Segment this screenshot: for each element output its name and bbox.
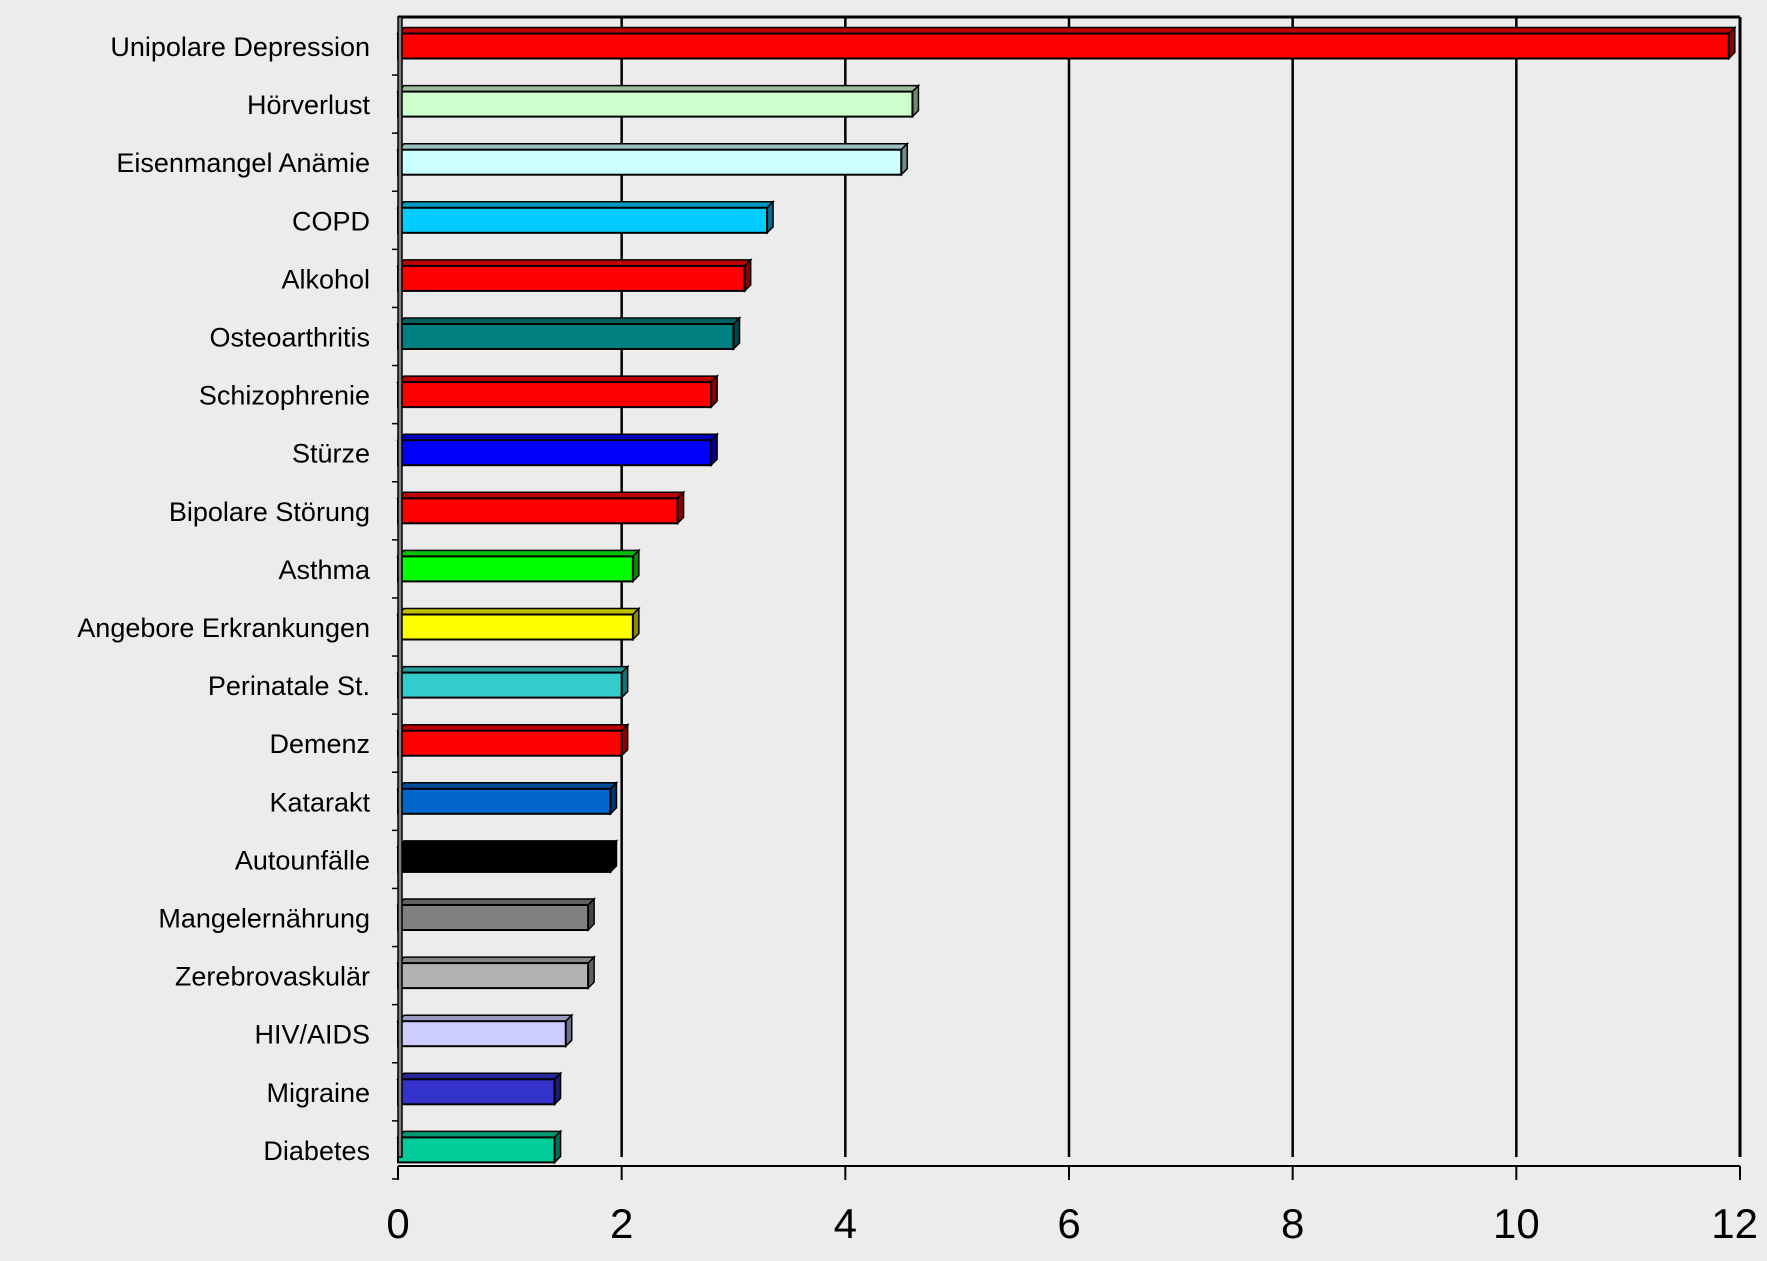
bar-12 — [396, 722, 630, 758]
category-label: Angebore Erkrankungen — [77, 613, 370, 643]
bar-11 — [396, 664, 630, 700]
category-label: Migraine — [266, 1078, 370, 1108]
x-tick-label: 10 — [1493, 1200, 1540, 1247]
x-tick-label: 0 — [386, 1200, 409, 1247]
bar-4 — [396, 258, 753, 293]
y-axis-wall — [397, 16, 403, 1158]
bar-10 — [396, 606, 641, 642]
bar-5 — [396, 316, 742, 351]
bar-3 — [396, 199, 775, 235]
bar-front-face — [397, 1078, 556, 1106]
category-label: Bipolare Störung — [169, 497, 370, 527]
bar-front-face — [397, 729, 623, 757]
bar-front-face — [397, 845, 612, 873]
bar-front-face — [397, 613, 634, 641]
bar-front-face — [397, 962, 590, 990]
category-label: Autounfälle — [235, 845, 370, 875]
x-tick-label: 2 — [610, 1200, 633, 1247]
bar-front-face — [397, 787, 612, 815]
bar-front-face — [397, 497, 679, 525]
bar-13 — [396, 780, 619, 816]
bar-front-face — [397, 1020, 567, 1048]
bar-front-face — [397, 206, 769, 234]
bars — [396, 25, 1737, 1165]
bar-front-face — [397, 671, 623, 699]
bar-1 — [396, 83, 921, 119]
bar-17 — [396, 1013, 574, 1049]
bar-front-face — [397, 381, 713, 409]
bar-9 — [396, 548, 641, 584]
category-label: Perinatale St. — [208, 671, 370, 701]
category-label: HIV/AIDS — [254, 1020, 370, 1050]
bar-front-face — [397, 555, 634, 583]
category-label: Osteoarthritis — [209, 323, 370, 353]
bar-front-face — [397, 439, 713, 467]
bar-15 — [396, 897, 596, 932]
category-labels: Unipolare Depression Hörverlust Eisenmange… — [77, 32, 371, 1166]
bar-front-face — [397, 90, 914, 118]
category-label: Alkohol — [281, 264, 370, 294]
bar-0 — [396, 25, 1737, 61]
bar-front-face — [397, 32, 1730, 60]
bar-front-face — [397, 904, 590, 931]
category-label: Zerebrovaskulär — [175, 962, 370, 992]
bar-8 — [396, 490, 686, 526]
bar-16 — [396, 955, 596, 990]
gridlines — [398, 15, 1742, 1157]
category-label: Diabetes — [263, 1136, 370, 1166]
category-label: Hörverlust — [247, 90, 371, 120]
category-label: Schizophrenie — [199, 381, 370, 411]
x-tick-label: 6 — [1057, 1200, 1080, 1247]
bar-6 — [396, 374, 719, 409]
bar-7 — [396, 432, 719, 468]
category-label: Mangelernährung — [158, 904, 370, 934]
category-label: Asthma — [278, 555, 371, 585]
category-label: Katarakt — [269, 787, 370, 817]
x-tick-label: 4 — [834, 1200, 857, 1247]
bar-2 — [396, 141, 910, 177]
bar-18 — [396, 1071, 563, 1107]
category-label: Stürze — [292, 439, 370, 469]
bar-14 — [396, 839, 619, 874]
bar-19 — [396, 1129, 563, 1165]
bar-front-face — [397, 323, 735, 350]
category-label: Unipolare Depression — [110, 32, 370, 62]
bar-front-face — [397, 148, 903, 176]
x-tick-labels: 0 2 4 6 8 10 12 — [386, 1200, 1758, 1247]
bar-front-face — [397, 264, 746, 292]
x-tick-label: 8 — [1281, 1200, 1304, 1247]
category-label: Demenz — [269, 729, 370, 759]
category-label: Eisenmangel Anämie — [116, 148, 370, 178]
axes — [392, 16, 1741, 1180]
bar-front-face — [397, 1136, 556, 1164]
category-label: COPD — [292, 206, 370, 236]
x-tick-label: 12 — [1711, 1200, 1758, 1247]
